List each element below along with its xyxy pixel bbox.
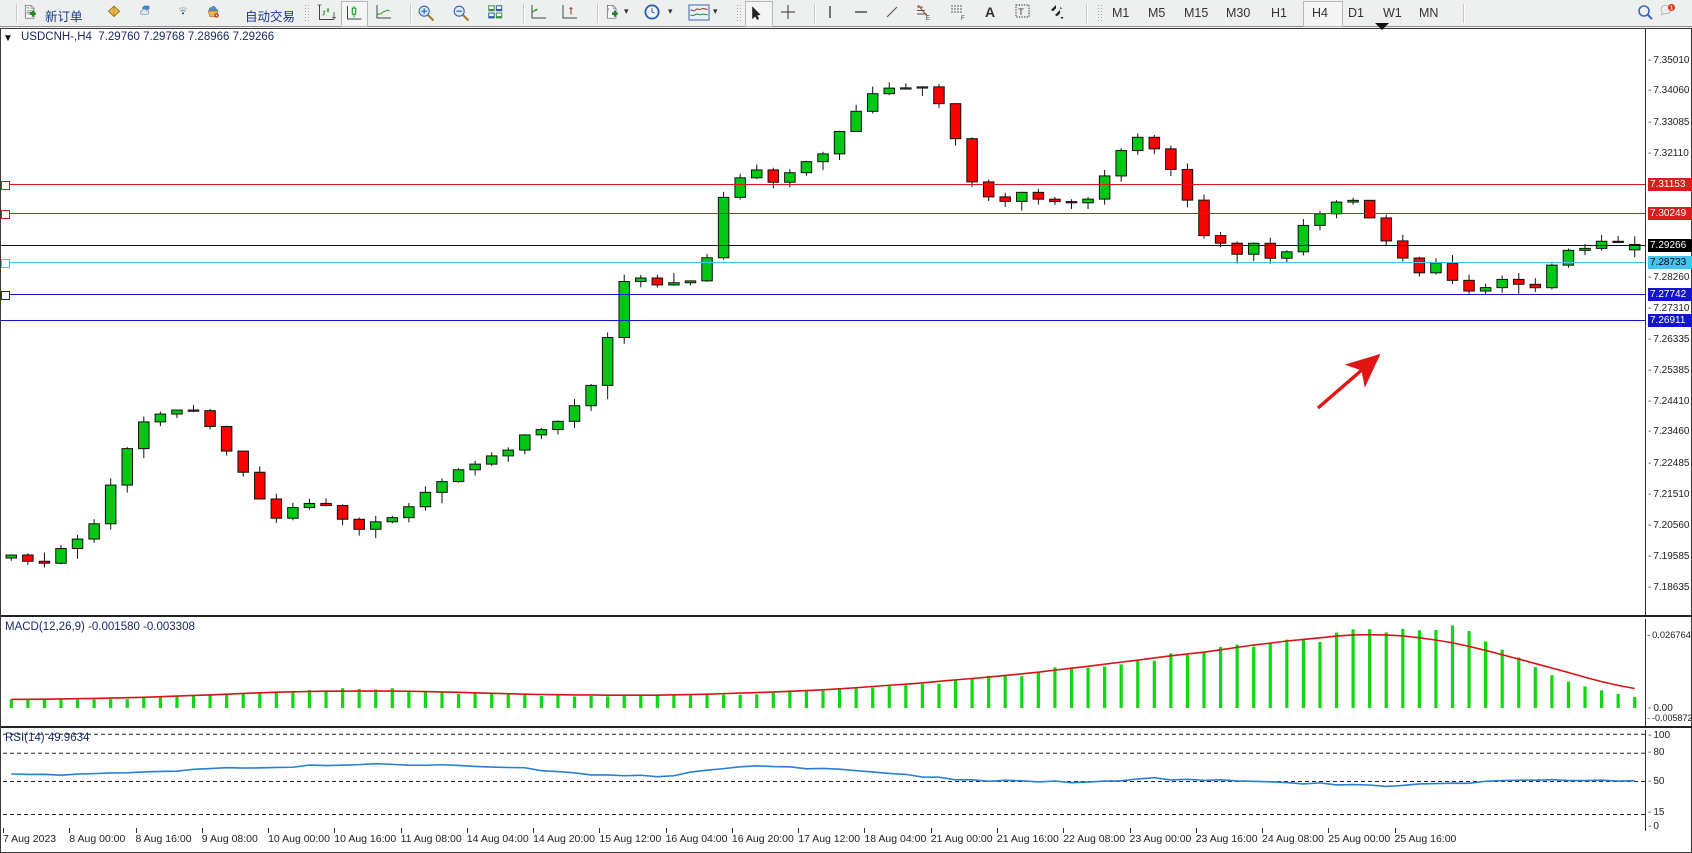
svg-text:F: F bbox=[961, 16, 965, 22]
svg-text:E: E bbox=[926, 16, 930, 22]
svg-text:T: T bbox=[1018, 7, 1024, 17]
svg-text:1: 1 bbox=[1670, 5, 1673, 11]
